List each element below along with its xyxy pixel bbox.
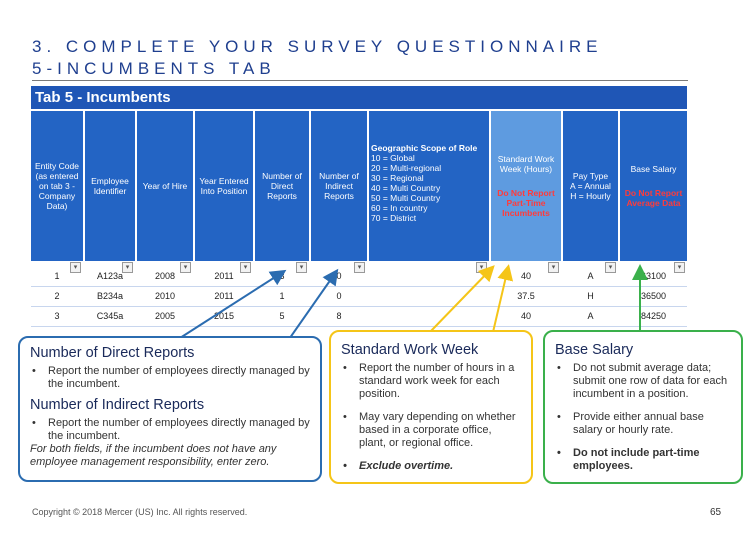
cell[interactable]: 8 bbox=[336, 311, 342, 321]
dropdown-icon[interactable]: ▾ bbox=[180, 262, 191, 273]
work-week-bullet-1: Report the number of hours in a standard… bbox=[343, 362, 521, 401]
incumbents-tab-screenshot: Tab 5 - Incumbents Entity Code (as enter… bbox=[31, 86, 687, 332]
dropdown-icon[interactable]: ▾ bbox=[240, 262, 251, 273]
dropdown-icon[interactable]: ▾ bbox=[70, 262, 81, 273]
cell[interactable]: 1 bbox=[279, 291, 285, 301]
col-standard-work-week: Standard Work Week (Hours) Do Not Report… bbox=[491, 111, 561, 273]
cell[interactable]: 84250 bbox=[640, 311, 667, 321]
work-week-heading: Standard Work Week bbox=[341, 342, 479, 358]
col-year-of-hire: Year of Hire ▾ bbox=[137, 111, 193, 273]
base-salary-bullet-3: Do not include part-time employees. bbox=[557, 447, 731, 473]
cell[interactable]: 63100 bbox=[640, 271, 667, 281]
cell[interactable]: 2 bbox=[54, 291, 60, 301]
dropdown-icon[interactable]: ▾ bbox=[122, 262, 133, 273]
table-row: 2 B234a 2010 2011 1 0 37.5 H 36500 bbox=[31, 287, 687, 307]
col-base-salary: Base Salary Do Not Report Average Data ▾ bbox=[620, 111, 687, 273]
cell[interactable]: 2005 bbox=[154, 311, 176, 321]
base-salary-bullet-2: Provide either annual base salary or hou… bbox=[557, 411, 731, 437]
cell[interactable]: 5 bbox=[279, 311, 285, 321]
data-rows: 1 A123a 2008 2011 3 0 40 A 63100 2 B234a… bbox=[31, 267, 687, 327]
dropdown-icon[interactable]: ▾ bbox=[674, 262, 685, 273]
col-indirect-reports: Number of Indirect Reports ▾ bbox=[311, 111, 367, 273]
cell[interactable]: A bbox=[587, 311, 594, 321]
cell[interactable]: 2008 bbox=[154, 271, 176, 281]
callout-reports: Number of Direct Reports Report the numb… bbox=[18, 336, 322, 482]
cell[interactable]: 3 bbox=[54, 311, 60, 321]
column-headers: Entity Code (as entered on tab 3 - Compa… bbox=[31, 109, 687, 273]
cell[interactable]: A123a bbox=[96, 271, 124, 281]
direct-reports-bullet: Report the number of employees directly … bbox=[32, 365, 310, 391]
title-line-2: 5-INCUMBENTS TAB bbox=[32, 59, 276, 78]
cell[interactable]: 40 bbox=[520, 271, 531, 281]
cell[interactable]: 36500 bbox=[640, 291, 667, 301]
col-pay-type: Pay Type A = Annual H = Hourly ▾ bbox=[563, 111, 618, 273]
cell[interactable]: 40 bbox=[520, 311, 531, 321]
work-week-bullet-3: Exclude overtime. bbox=[343, 460, 521, 473]
cell[interactable]: C345a bbox=[96, 311, 124, 321]
zero-note: For both fields, if the incumbent does n… bbox=[30, 443, 277, 468]
copyright: Copyright © 2018 Mercer (US) Inc. All ri… bbox=[32, 507, 248, 517]
base-salary-bullet-1: Do not submit average data; submit one r… bbox=[557, 362, 731, 401]
dropdown-icon[interactable]: ▾ bbox=[548, 262, 559, 273]
col-year-entered: Year Entered Into Position ▾ bbox=[195, 111, 253, 273]
indirect-reports-heading: Number of Indirect Reports bbox=[30, 397, 205, 413]
direct-reports-heading: Number of Direct Reports bbox=[30, 345, 195, 361]
title-divider bbox=[32, 80, 688, 81]
col-employee-id: Employee Identifier ▾ bbox=[85, 111, 135, 273]
cell[interactable]: 1 bbox=[54, 271, 60, 281]
col-direct-reports: Number of Direct Reports ▾ bbox=[255, 111, 309, 273]
slide-title: 3. COMPLETE YOUR SURVEY QUESTIONNAIRE 5-… bbox=[32, 36, 602, 80]
col-entity-code: Entity Code (as entered on tab 3 - Compa… bbox=[31, 111, 83, 273]
arrow-direct-reports bbox=[179, 269, 287, 339]
table-row: 3 C345a 2005 2015 5 8 40 A 84250 bbox=[31, 307, 687, 327]
arrow-work-week-1 bbox=[429, 265, 495, 333]
callout-base-salary: Base Salary Do not submit average data; … bbox=[543, 330, 743, 484]
cell[interactable]: 37.5 bbox=[517, 291, 535, 301]
title-line-1: 3. COMPLETE YOUR SURVEY QUESTIONNAIRE bbox=[32, 37, 603, 56]
cell[interactable]: B234a bbox=[96, 291, 124, 301]
work-week-bullet-2: May vary depending on whether based in a… bbox=[343, 411, 521, 450]
page-number: 65 bbox=[710, 507, 722, 518]
col-geographic-scope: Geographic Scope of Role 10 = Global 20 … bbox=[369, 111, 489, 273]
cell[interactable]: 2011 bbox=[214, 271, 234, 281]
cell[interactable]: 2015 bbox=[213, 311, 235, 321]
dropdown-icon[interactable]: ▾ bbox=[296, 262, 307, 273]
indirect-reports-bullet: Report the number of employees directly … bbox=[32, 417, 310, 443]
tab-title: Tab 5 - Incumbents bbox=[31, 86, 687, 109]
cell[interactable]: A bbox=[587, 271, 594, 281]
cell[interactable]: H bbox=[587, 291, 594, 301]
dropdown-icon[interactable]: ▾ bbox=[354, 262, 365, 273]
callout-work-week: Standard Work Week Report the number of … bbox=[329, 330, 533, 484]
cell[interactable]: 0 bbox=[336, 291, 342, 301]
cell[interactable]: 2010 bbox=[154, 291, 176, 301]
dropdown-icon[interactable]: ▾ bbox=[605, 262, 616, 273]
cell[interactable]: 0 bbox=[336, 271, 342, 281]
cell[interactable]: 2011 bbox=[214, 291, 234, 301]
base-salary-heading: Base Salary bbox=[555, 342, 634, 358]
